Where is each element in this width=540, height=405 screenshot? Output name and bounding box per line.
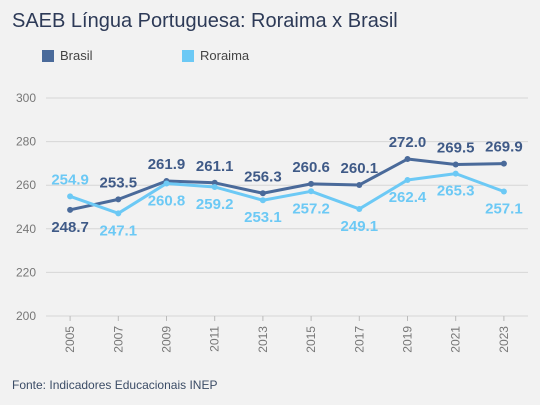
data-point-roraima [308,188,315,195]
data-point-roraima [500,188,507,195]
series-line-roraima [69,172,505,215]
y-tick-label: 200 [16,309,36,323]
data-point-brasil [115,196,122,203]
data-point-brasil [452,161,459,168]
y-tick-label: 280 [16,135,36,149]
data-point-roraima [115,210,122,217]
y-tick-label: 260 [16,178,36,192]
legend: Brasil Roraima [0,48,540,68]
x-tick-label: 2009 [160,326,174,353]
data-label-brasil: 269.5 [437,139,475,156]
x-tick-label: 2015 [304,326,318,353]
x-tick-label: 2023 [497,326,511,353]
data-label-brasil: 272.0 [389,134,427,151]
data-label-roraima: 259.2 [196,196,234,213]
data-label-brasil: 261.1 [196,158,234,175]
data-point-brasil [211,179,218,186]
data-point-roraima [356,205,363,212]
data-label-roraima: 260.8 [148,192,186,209]
data-point-roraima [211,183,218,190]
data-point-roraima [452,170,459,177]
data-label-brasil: 248.7 [51,219,89,236]
data-point-roraima [163,180,170,187]
x-tick-label: 2013 [256,326,270,353]
data-point-brasil [404,156,411,163]
legend-swatch-roraima [182,49,194,62]
y-tick-label: 240 [16,222,36,236]
data-label-brasil: 256.3 [244,168,282,185]
legend-item-roraima: Roraima [182,48,249,63]
legend-item-brasil: Brasil [42,48,93,63]
legend-swatch-brasil [42,49,54,62]
x-tick-label: 2021 [449,326,463,353]
y-tick-label: 220 [16,265,36,279]
data-label-roraima: 249.1 [341,218,379,235]
data-point-roraima [404,176,411,183]
data-point-brasil [308,180,315,187]
x-tick-label: 2017 [352,326,366,353]
legend-label-roraima: Roraima [200,48,250,63]
data-point-roraima [259,197,266,204]
data-point-brasil [500,160,507,167]
x-tick-label: 2019 [401,326,415,353]
data-label-roraima: 253.1 [244,209,282,226]
data-label-brasil: 260.1 [341,160,379,177]
data-label-brasil: 261.9 [148,156,186,173]
data-label-roraima: 257.1 [485,201,523,218]
data-label-roraima: 265.3 [437,183,475,200]
data-point-brasil [259,190,266,197]
x-tick-label: 2005 [63,326,77,353]
legend-label-brasil: Brasil [60,48,93,63]
data-label-roraima: 257.2 [292,200,330,217]
chart-title: SAEB Língua Portuguesa: Roraima x Brasil [12,10,398,32]
data-point-brasil [356,181,363,188]
data-label-brasil: 260.6 [292,159,330,176]
y-tick-label: 300 [16,91,36,105]
data-label-roraima: 262.4 [389,189,427,206]
data-point-brasil [67,206,74,213]
data-label-brasil: 253.5 [100,174,138,191]
data-label-roraima: 254.9 [51,171,89,188]
data-point-roraima [67,193,74,200]
data-label-brasil: 269.9 [485,139,523,156]
series-line-brasil [69,157,504,212]
data-label-roraima: 247.1 [100,222,138,239]
x-tick-label: 2011 [208,326,222,352]
source-note: Fonte: Indicadores Educacionais INEP [12,378,218,392]
x-tick-label: 2007 [111,326,125,353]
